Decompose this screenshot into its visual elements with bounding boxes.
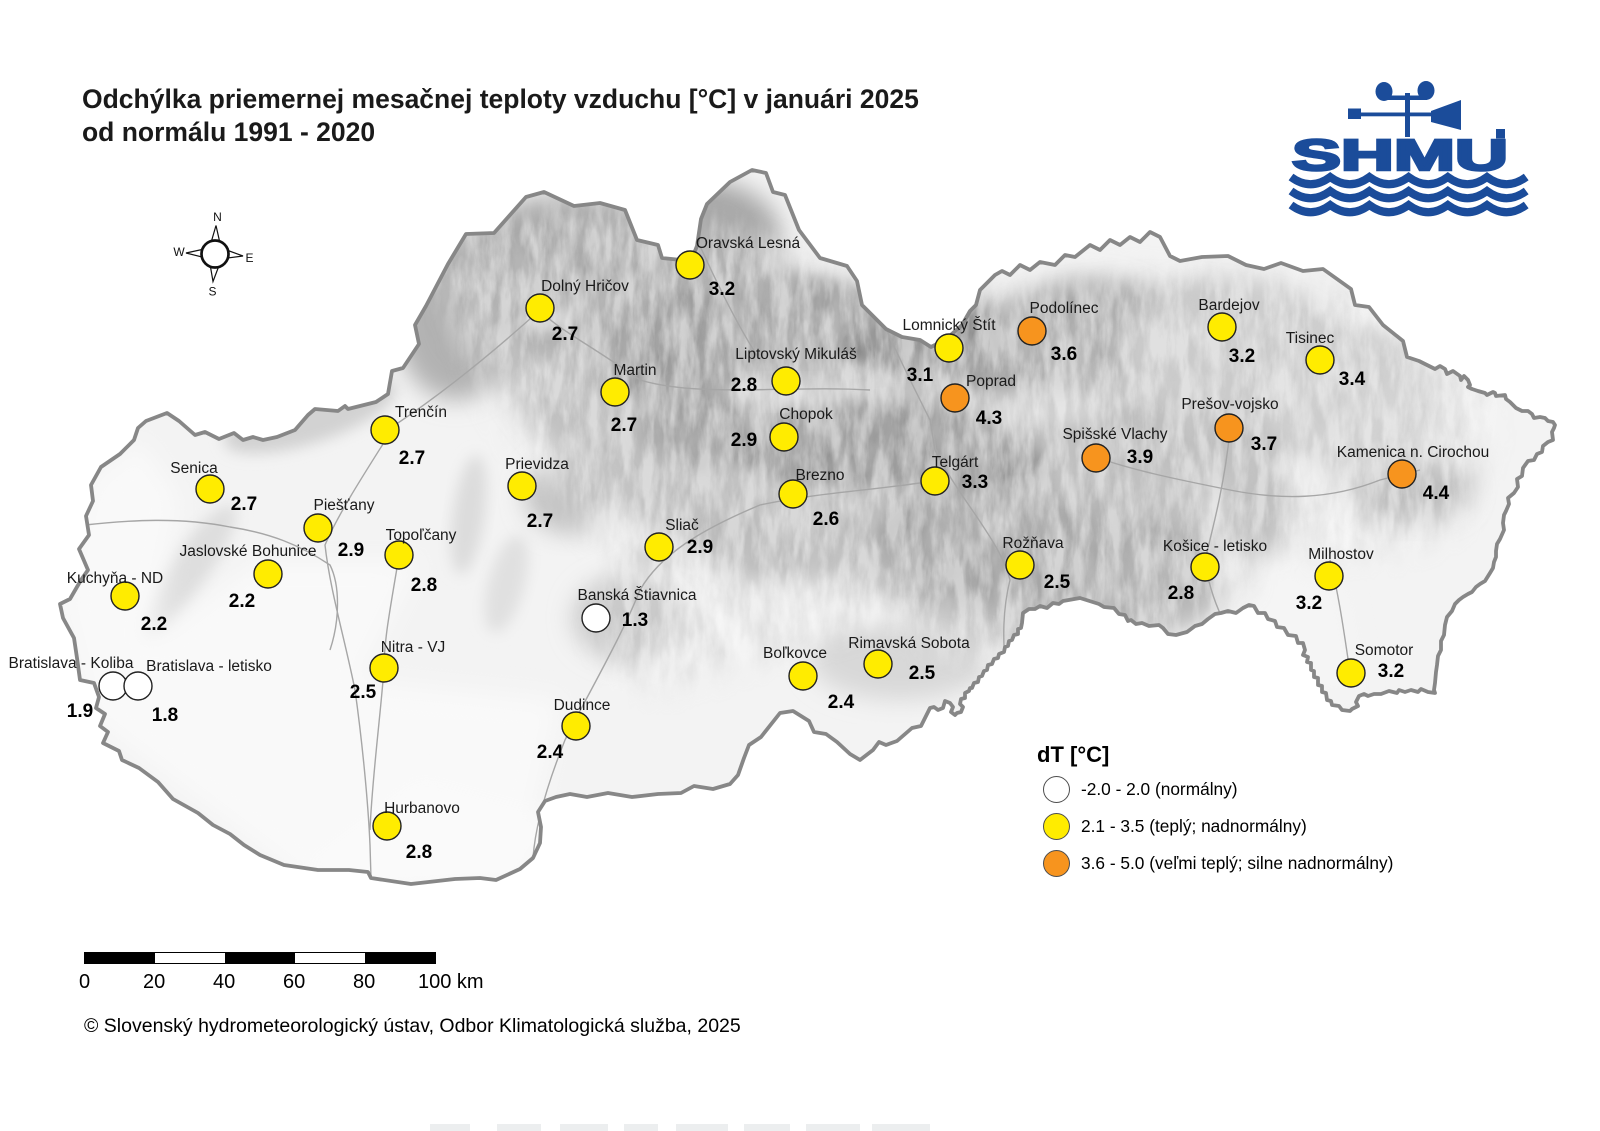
svg-text:Bardejov: Bardejov (1198, 297, 1259, 314)
svg-text:Hurbanovo: Hurbanovo (384, 800, 460, 817)
svg-text:Martin: Martin (613, 362, 656, 379)
svg-text:Poprad: Poprad (966, 373, 1016, 390)
svg-text:Bratislava - Koliba: Bratislava - Koliba (9, 655, 134, 672)
svg-text:1.8: 1.8 (152, 705, 178, 726)
svg-text:Telgárt: Telgárt (932, 454, 979, 471)
svg-text:Dolný Hričov: Dolný Hričov (541, 278, 629, 295)
svg-text:3.2: 3.2 (1229, 346, 1255, 367)
svg-text:2.5: 2.5 (909, 663, 936, 684)
svg-text:Spišské Vlachy: Spišské Vlachy (1062, 426, 1167, 443)
svg-text:Rožňava: Rožňava (1002, 535, 1064, 552)
svg-text:2.5: 2.5 (1044, 572, 1071, 593)
svg-text:4.4: 4.4 (1423, 483, 1450, 504)
svg-text:Kamenica n. Cirochou: Kamenica n. Cirochou (1337, 444, 1490, 461)
svg-text:2.7: 2.7 (527, 511, 553, 532)
svg-text:2.7: 2.7 (231, 494, 257, 515)
svg-text:Trenčín: Trenčín (395, 404, 447, 421)
svg-text:2.2: 2.2 (141, 614, 167, 635)
svg-text:2.7: 2.7 (611, 415, 637, 436)
svg-text:Piešťany: Piešťany (314, 497, 375, 514)
svg-text:Podolínec: Podolínec (1030, 300, 1099, 317)
svg-text:Somotor: Somotor (1355, 642, 1414, 659)
svg-text:2.4: 2.4 (828, 692, 855, 713)
svg-text:3.1: 3.1 (907, 365, 934, 386)
svg-text:2.9: 2.9 (731, 430, 757, 451)
svg-text:2.9: 2.9 (687, 537, 713, 558)
svg-text:4.3: 4.3 (976, 408, 1002, 429)
svg-text:Prievidza: Prievidza (505, 456, 569, 473)
svg-text:Košice - letisko: Košice - letisko (1163, 538, 1267, 555)
svg-text:3.2: 3.2 (1296, 593, 1322, 614)
svg-text:2.8: 2.8 (731, 375, 757, 396)
svg-text:2.8: 2.8 (406, 842, 432, 863)
svg-text:2.2: 2.2 (229, 591, 255, 612)
svg-text:Dudince: Dudince (554, 697, 611, 714)
svg-text:Chopok: Chopok (779, 406, 833, 423)
svg-text:2.9: 2.9 (338, 540, 364, 561)
svg-text:1.3: 1.3 (622, 610, 648, 631)
svg-text:2.8: 2.8 (1168, 583, 1194, 604)
svg-text:2.8: 2.8 (411, 575, 437, 596)
svg-text:3.7: 3.7 (1251, 434, 1277, 455)
svg-text:Nitra - VJ: Nitra - VJ (381, 639, 446, 656)
svg-text:Liptovský Mikuláš: Liptovský Mikuláš (735, 346, 857, 363)
svg-text:2.4: 2.4 (537, 742, 564, 763)
svg-text:Topoľčany: Topoľčany (386, 527, 457, 544)
svg-text:2.7: 2.7 (399, 448, 425, 469)
svg-text:E: E (245, 251, 253, 265)
svg-text:N: N (213, 210, 222, 224)
svg-text:Rimavská Sobota: Rimavská Sobota (848, 635, 970, 652)
svg-text:1.9: 1.9 (67, 701, 93, 722)
svg-text:3.4: 3.4 (1339, 369, 1366, 390)
svg-text:Lomnický Štít: Lomnický Štít (902, 317, 996, 334)
svg-text:W: W (173, 245, 185, 259)
svg-text:Tisinec: Tisinec (1286, 330, 1335, 347)
svg-text:Kuchyňa - ND: Kuchyňa - ND (67, 570, 163, 587)
svg-text:3.2: 3.2 (1378, 661, 1404, 682)
svg-text:Sliač: Sliač (665, 517, 699, 534)
svg-text:Prešov-vojsko: Prešov-vojsko (1181, 396, 1278, 413)
svg-text:Boľkovce: Boľkovce (763, 645, 827, 662)
svg-text:Senica: Senica (170, 460, 218, 477)
svg-text:3.9: 3.9 (1127, 447, 1153, 468)
svg-text:Milhostov: Milhostov (1308, 546, 1374, 563)
svg-text:Bratislava - letisko: Bratislava - letisko (146, 658, 272, 675)
svg-text:2.5: 2.5 (350, 682, 377, 703)
svg-text:2.6: 2.6 (813, 509, 839, 530)
svg-text:3.2: 3.2 (709, 279, 735, 300)
svg-text:Jaslovské Bohunice: Jaslovské Bohunice (180, 543, 317, 560)
svg-text:Oravská Lesná: Oravská Lesná (696, 235, 801, 252)
svg-text:Brezno: Brezno (795, 467, 844, 484)
svg-text:S: S (208, 285, 216, 299)
svg-text:3.6: 3.6 (1051, 344, 1077, 365)
svg-text:SHMU: SHMU (1292, 131, 1508, 180)
svg-text:2.7: 2.7 (552, 324, 578, 345)
svg-text:3.3: 3.3 (962, 472, 988, 493)
svg-text:Banská Štiavnica: Banská Štiavnica (578, 587, 697, 604)
